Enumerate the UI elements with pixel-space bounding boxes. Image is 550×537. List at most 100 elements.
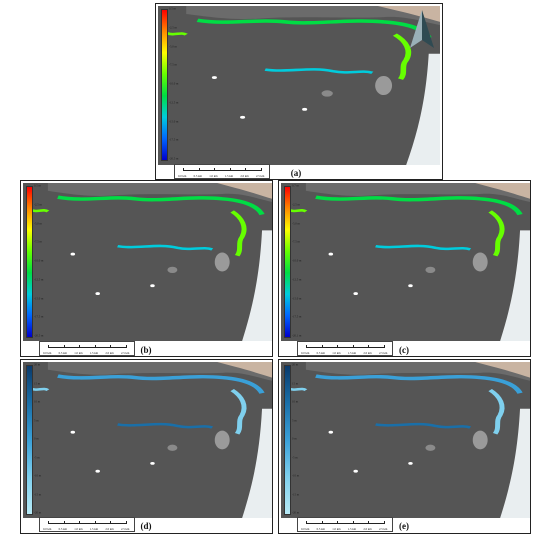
outer-margin — [500, 408, 530, 518]
scale-bar-tick — [337, 521, 339, 524]
scale-bar-label: 2.0 km — [240, 174, 249, 178]
islet — [408, 461, 413, 465]
panel-d: 20 m 15 m 10 m 5 m 0 m -5 m -10 m -15 m -20 m 0.… — [20, 359, 273, 534]
colorbar-tick-label: -12.5 m — [169, 100, 179, 105]
land-area — [475, 362, 530, 378]
colorbar-b — [26, 186, 33, 338]
colorbar-tick-label: 0.5 m — [169, 6, 176, 11]
scale-bar-label: 2.5 km — [379, 527, 388, 531]
colorbar-tick-label: 20 m — [292, 362, 299, 367]
island — [425, 266, 436, 274]
coastal-shelf — [305, 183, 530, 202]
colorbar-tick-label: 10 m — [34, 399, 41, 404]
colorbar-ticks-c: 0.7 m -2.5 m -5.0 m -7.5 m -10.0 m -12.5 m -15… — [292, 183, 312, 338]
reef-band-east — [488, 388, 505, 435]
scale-bar-tick — [126, 345, 127, 348]
colorbar-tick-label: -2.5 m — [169, 25, 177, 30]
scale-bar-label: 0.0 km — [301, 351, 310, 355]
scale-bar-tick — [384, 521, 385, 524]
panel-label-e: (e) — [399, 521, 409, 531]
colorbar-tick-label: -15.0 m — [169, 119, 179, 123]
scale-bar-label: 2.0 km — [363, 351, 372, 355]
reef-band-main — [196, 18, 432, 39]
scale-bar-tick — [261, 168, 262, 171]
island — [167, 444, 178, 451]
scale-bar-tick — [306, 521, 307, 524]
scale-bar-tick — [63, 521, 65, 524]
scale-bar-tick — [245, 168, 247, 171]
colorbar-tick-label: -2.5 m — [292, 202, 300, 207]
colorbar-tick-label: -15.0 m — [34, 296, 44, 300]
reef-band-inner — [375, 422, 472, 429]
colorbar-tick-label: 0.5 m — [34, 183, 41, 188]
scale-bar-label: 1.5 km — [89, 527, 99, 531]
colorbar-e — [284, 365, 291, 515]
scale-bar-tick — [110, 521, 112, 524]
scale-bar-tick — [48, 345, 49, 348]
scale-bar-label: 0.5 km — [316, 351, 325, 355]
islet — [328, 252, 334, 256]
colorbar-tick-label: -20 m — [292, 510, 300, 515]
scale-bar-label: 0.5 km — [193, 174, 202, 178]
scale-bar-label: 1.5 km — [347, 351, 357, 355]
coastal-shelf — [47, 362, 272, 381]
islet — [150, 284, 155, 288]
reef-band-inner — [117, 244, 214, 251]
colorbar-tick-label: -10.0 m — [34, 258, 44, 263]
scale-bar-tick — [321, 521, 323, 524]
scale-bar-label: 2.5 km — [121, 527, 130, 531]
islet — [353, 469, 358, 473]
panel-label-d: (d) — [140, 521, 152, 531]
colorbar-tick-label: -12.5 m — [34, 277, 44, 282]
map-image-e — [287, 362, 530, 518]
island — [321, 90, 333, 97]
colorbar-a — [161, 9, 168, 161]
island — [472, 430, 488, 450]
scale-bar-label: 2.5 km — [256, 174, 265, 178]
reef-band-east — [392, 33, 412, 80]
scale-bar-b: 0.0 km 0.5 km 1.0 km 1.5 km 2.0 km 2.5 km — [39, 341, 135, 356]
islet — [95, 469, 100, 473]
colorbar-tick-label: -7.5 m — [169, 62, 177, 67]
islet — [150, 461, 155, 465]
colorbar-tick-label: 15 m — [292, 381, 299, 385]
island — [214, 252, 230, 272]
scale-bar-tick — [198, 168, 200, 171]
scale-bar-line — [48, 347, 126, 348]
map-e — [281, 362, 530, 518]
panel-label-a: (a) — [290, 168, 302, 178]
reef-band-east — [230, 210, 247, 257]
coastal-shelf — [47, 183, 272, 202]
outer-margin — [500, 230, 530, 341]
reef-band-main — [315, 374, 523, 394]
map-c — [281, 183, 530, 341]
island — [425, 444, 436, 451]
island — [214, 430, 230, 450]
islet — [240, 115, 246, 119]
colorbar-tick-label: -15 m — [34, 492, 42, 496]
scale-bar-tick — [368, 521, 370, 524]
colorbar-tick-label: -20.5 m — [169, 156, 179, 161]
reef-band-west — [165, 31, 188, 36]
land-area — [217, 183, 272, 199]
colorbar-tick-label: -5 m — [292, 455, 298, 459]
scale-bar-label: 1.0 km — [209, 174, 218, 178]
reef-band-east — [488, 210, 505, 257]
colorbar-tick-label: -10 m — [34, 473, 42, 478]
panel-label-c: (c) — [399, 345, 409, 355]
scale-bar-tick — [368, 345, 370, 348]
panel-label-b: (b) — [140, 345, 152, 355]
colorbar-tick-label: -20.1 m — [292, 333, 302, 338]
scale-bar-tick — [321, 345, 323, 348]
scale-bar-tick — [126, 521, 127, 524]
islet — [328, 430, 334, 434]
colorbar-tick-label: 0 m — [292, 436, 297, 441]
colorbar-tick-label: -15.0 m — [292, 296, 302, 300]
colorbar-tick-label: -10.0 m — [292, 258, 302, 263]
islet — [302, 107, 308, 111]
colorbar-tick-label: 15 m — [34, 381, 41, 385]
scale-bar-label: 0.0 km — [178, 174, 187, 178]
coastal-shelf — [305, 362, 530, 381]
colorbar-tick-label: 0.7 m — [292, 183, 299, 188]
colorbar-tick-label: -2.5 m — [34, 202, 42, 207]
